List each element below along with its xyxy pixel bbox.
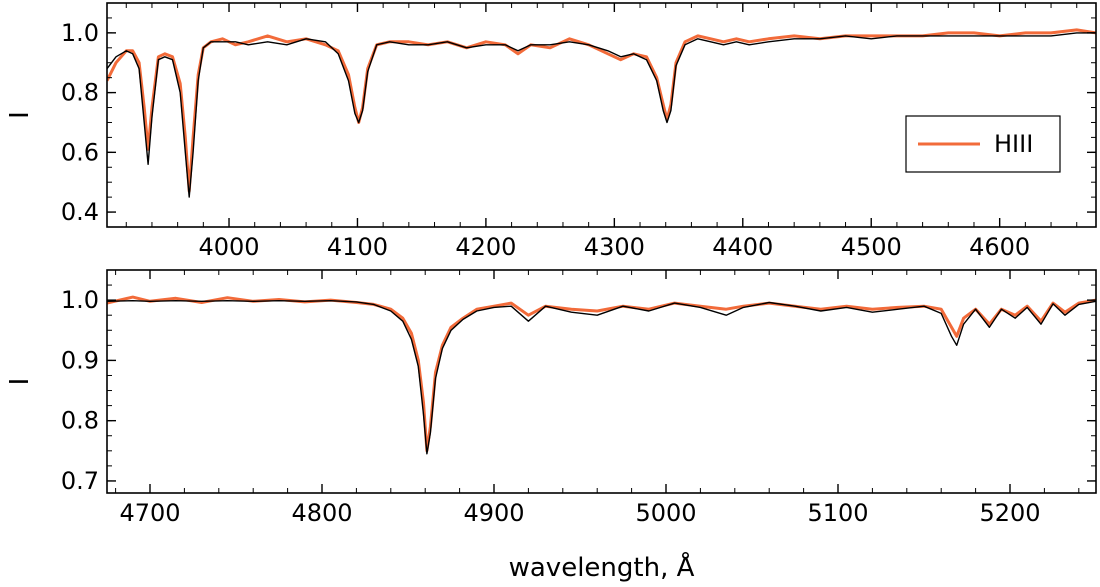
x-tick-label: 4200 (455, 233, 516, 261)
series-group (107, 28, 1096, 198)
panel-top: 4000 4100 4200 4300 4400 4500 4600 0.4 0.6 0.8 1.0… (5, 2, 1097, 261)
y-tick-label: 1.0 (61, 286, 99, 314)
x-tick-label: 5100 (807, 499, 868, 527)
y-tick-label: 0.6 (61, 138, 99, 166)
y-tick-label: 0.9 (61, 346, 99, 374)
x-axis-label: wavelength, Å (509, 551, 695, 583)
y-axis-label: I (5, 111, 35, 119)
x-tick-label: 4000 (198, 233, 259, 261)
x-tick-label: 5000 (635, 499, 696, 527)
x-tick-label: 4100 (327, 233, 388, 261)
hiii-spectrum-line (107, 295, 1096, 453)
y-tick-label: 0.4 (61, 198, 99, 226)
x-tick-label: 4700 (119, 499, 180, 527)
x-tick-label: 4400 (712, 233, 773, 261)
y-tick-label: 1.0 (61, 19, 99, 47)
legend-label: HIII (994, 130, 1033, 158)
x-tick-label: 4900 (463, 499, 524, 527)
x-tick-label: 4600 (969, 233, 1030, 261)
series-group (107, 295, 1096, 455)
x-tick-label: 5200 (979, 499, 1040, 527)
y-axis-label: I (5, 378, 35, 386)
plot-frame (106, 269, 1097, 494)
panel-bottom: 4700 4800 4900 5000 5100 5200 0.7 0.8 0.9 1.0 Iwav… (5, 269, 1097, 583)
plot-frame (106, 2, 1097, 228)
y-tick-label: 0.7 (61, 467, 99, 495)
x-tick-label: 4300 (584, 233, 645, 261)
y-tick-label: 0.8 (61, 407, 99, 435)
x-tick-label: 4500 (841, 233, 902, 261)
model-spectrum-line (107, 32, 1096, 198)
x-tick-label: 4800 (291, 499, 352, 527)
y-tick-label: 0.8 (61, 79, 99, 107)
model-spectrum-line (107, 300, 1096, 455)
legend: HIII (905, 115, 1061, 173)
